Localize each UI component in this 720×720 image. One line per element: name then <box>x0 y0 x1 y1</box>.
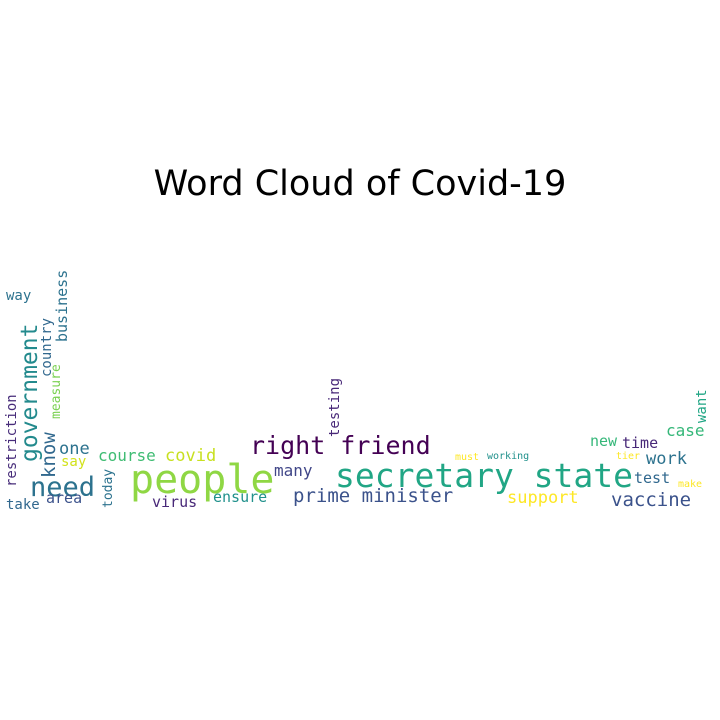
word-ensure: ensure <box>213 488 267 506</box>
word-know: know <box>38 432 60 478</box>
word-testing: testing <box>327 378 343 437</box>
word-business: business <box>53 270 71 342</box>
word-right-friend: right friend <box>250 431 431 460</box>
word-prime-minister: prime minister <box>293 485 453 507</box>
word-people: people <box>130 457 275 503</box>
word-tier: tier <box>616 451 640 462</box>
word-government: government <box>17 324 43 462</box>
word-secretary-state: secretary state <box>335 456 633 495</box>
word-working: working <box>487 451 529 462</box>
word-way: way <box>6 288 31 304</box>
word-time: time <box>622 434 658 452</box>
word-virus: virus <box>152 493 197 511</box>
word-measure: measure <box>49 364 64 419</box>
word-make: make <box>678 479 702 490</box>
word-want: want <box>694 389 710 423</box>
chart-title: Word Cloud of Covid-19 <box>153 164 567 204</box>
word-vaccine: vaccine <box>611 489 691 511</box>
word-one: one <box>59 439 90 459</box>
word-test: test <box>634 469 670 487</box>
word-today: today <box>101 469 116 508</box>
word-must: must <box>455 452 479 463</box>
word-need: need <box>30 472 95 503</box>
word-course: course <box>98 446 156 465</box>
word-case: case <box>666 421 705 440</box>
word-area: area <box>46 489 82 507</box>
word-covid: covid <box>165 446 216 466</box>
word-restriction: restriction <box>4 394 20 487</box>
word-take: take <box>6 497 40 513</box>
word-many: many <box>274 461 313 480</box>
word-support: support <box>507 488 579 508</box>
word-work: work <box>646 449 687 469</box>
word-say: say <box>61 454 86 470</box>
word-new: new <box>590 432 618 450</box>
word-country: country <box>39 318 55 377</box>
